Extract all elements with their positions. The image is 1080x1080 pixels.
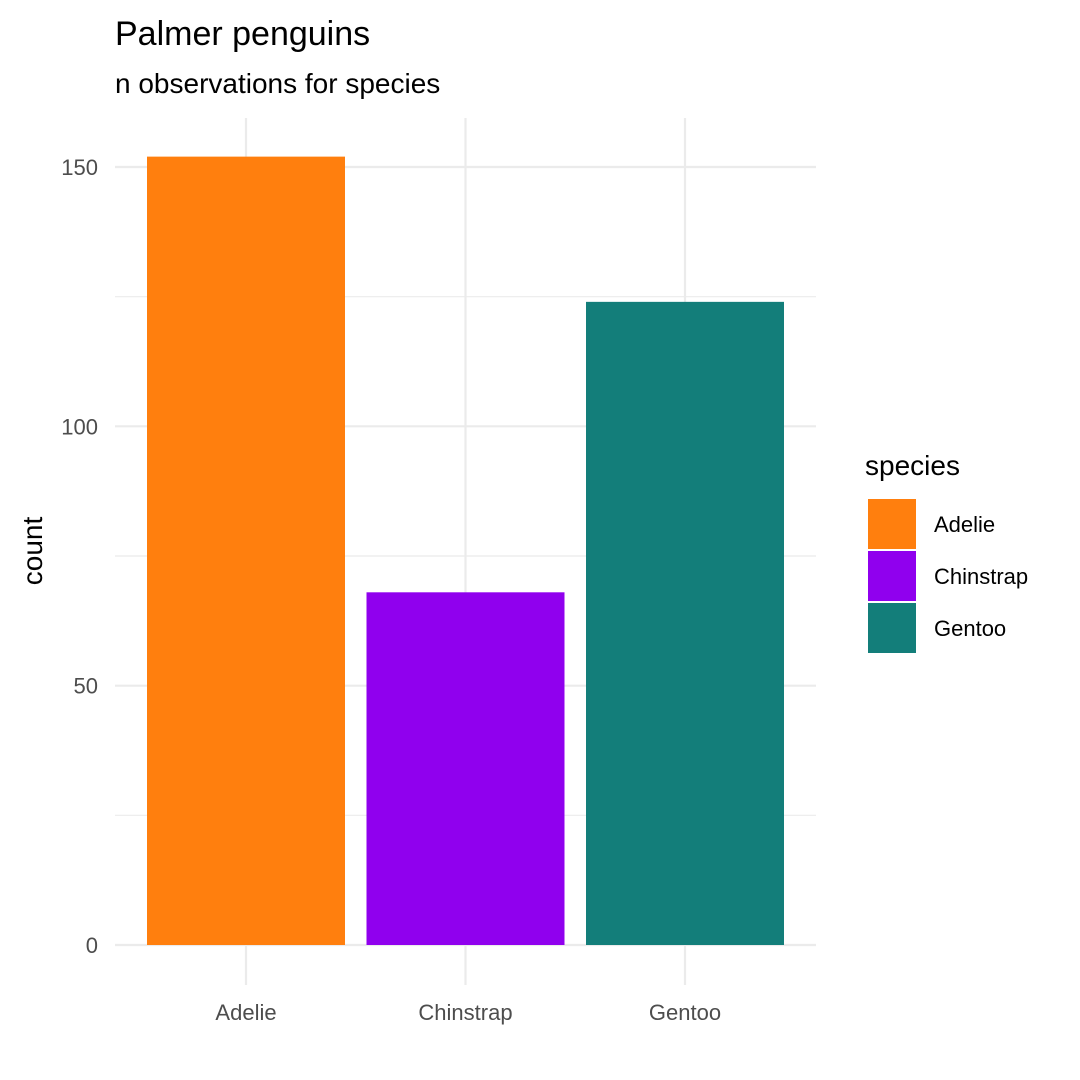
y-tick-label: 150 (61, 155, 98, 180)
chart-title: Palmer penguins (115, 15, 370, 53)
legend: species Adelie Chinstrap Gentoo (865, 450, 1028, 653)
legend-key-gentoo (868, 603, 916, 653)
y-tick-label: 50 (74, 674, 98, 699)
legend-key-adelie (868, 499, 916, 549)
bar-adelie (147, 156, 345, 946)
x-tick-label: Gentoo (649, 1000, 721, 1025)
y-tick-label: 100 (61, 414, 98, 439)
legend-label-adelie: Adelie (934, 512, 995, 537)
y-axis-title: count (17, 517, 48, 586)
legend-label-chinstrap: Chinstrap (934, 564, 1028, 589)
bar-gentoo (586, 301, 784, 945)
legend-key-chinstrap (868, 551, 916, 601)
y-tick-labels: 0 50 100 150 (61, 155, 98, 958)
legend-label-gentoo: Gentoo (934, 616, 1006, 641)
x-tick-label: Adelie (215, 1000, 276, 1025)
x-tick-labels: Adelie Chinstrap Gentoo (215, 1000, 721, 1025)
x-tick-label: Chinstrap (418, 1000, 512, 1025)
bar-chinstrap (366, 592, 565, 945)
legend-title: species (865, 450, 960, 481)
bars (147, 156, 784, 946)
chart-subtitle: n observations for species (115, 68, 440, 99)
y-tick-label: 0 (86, 933, 98, 958)
